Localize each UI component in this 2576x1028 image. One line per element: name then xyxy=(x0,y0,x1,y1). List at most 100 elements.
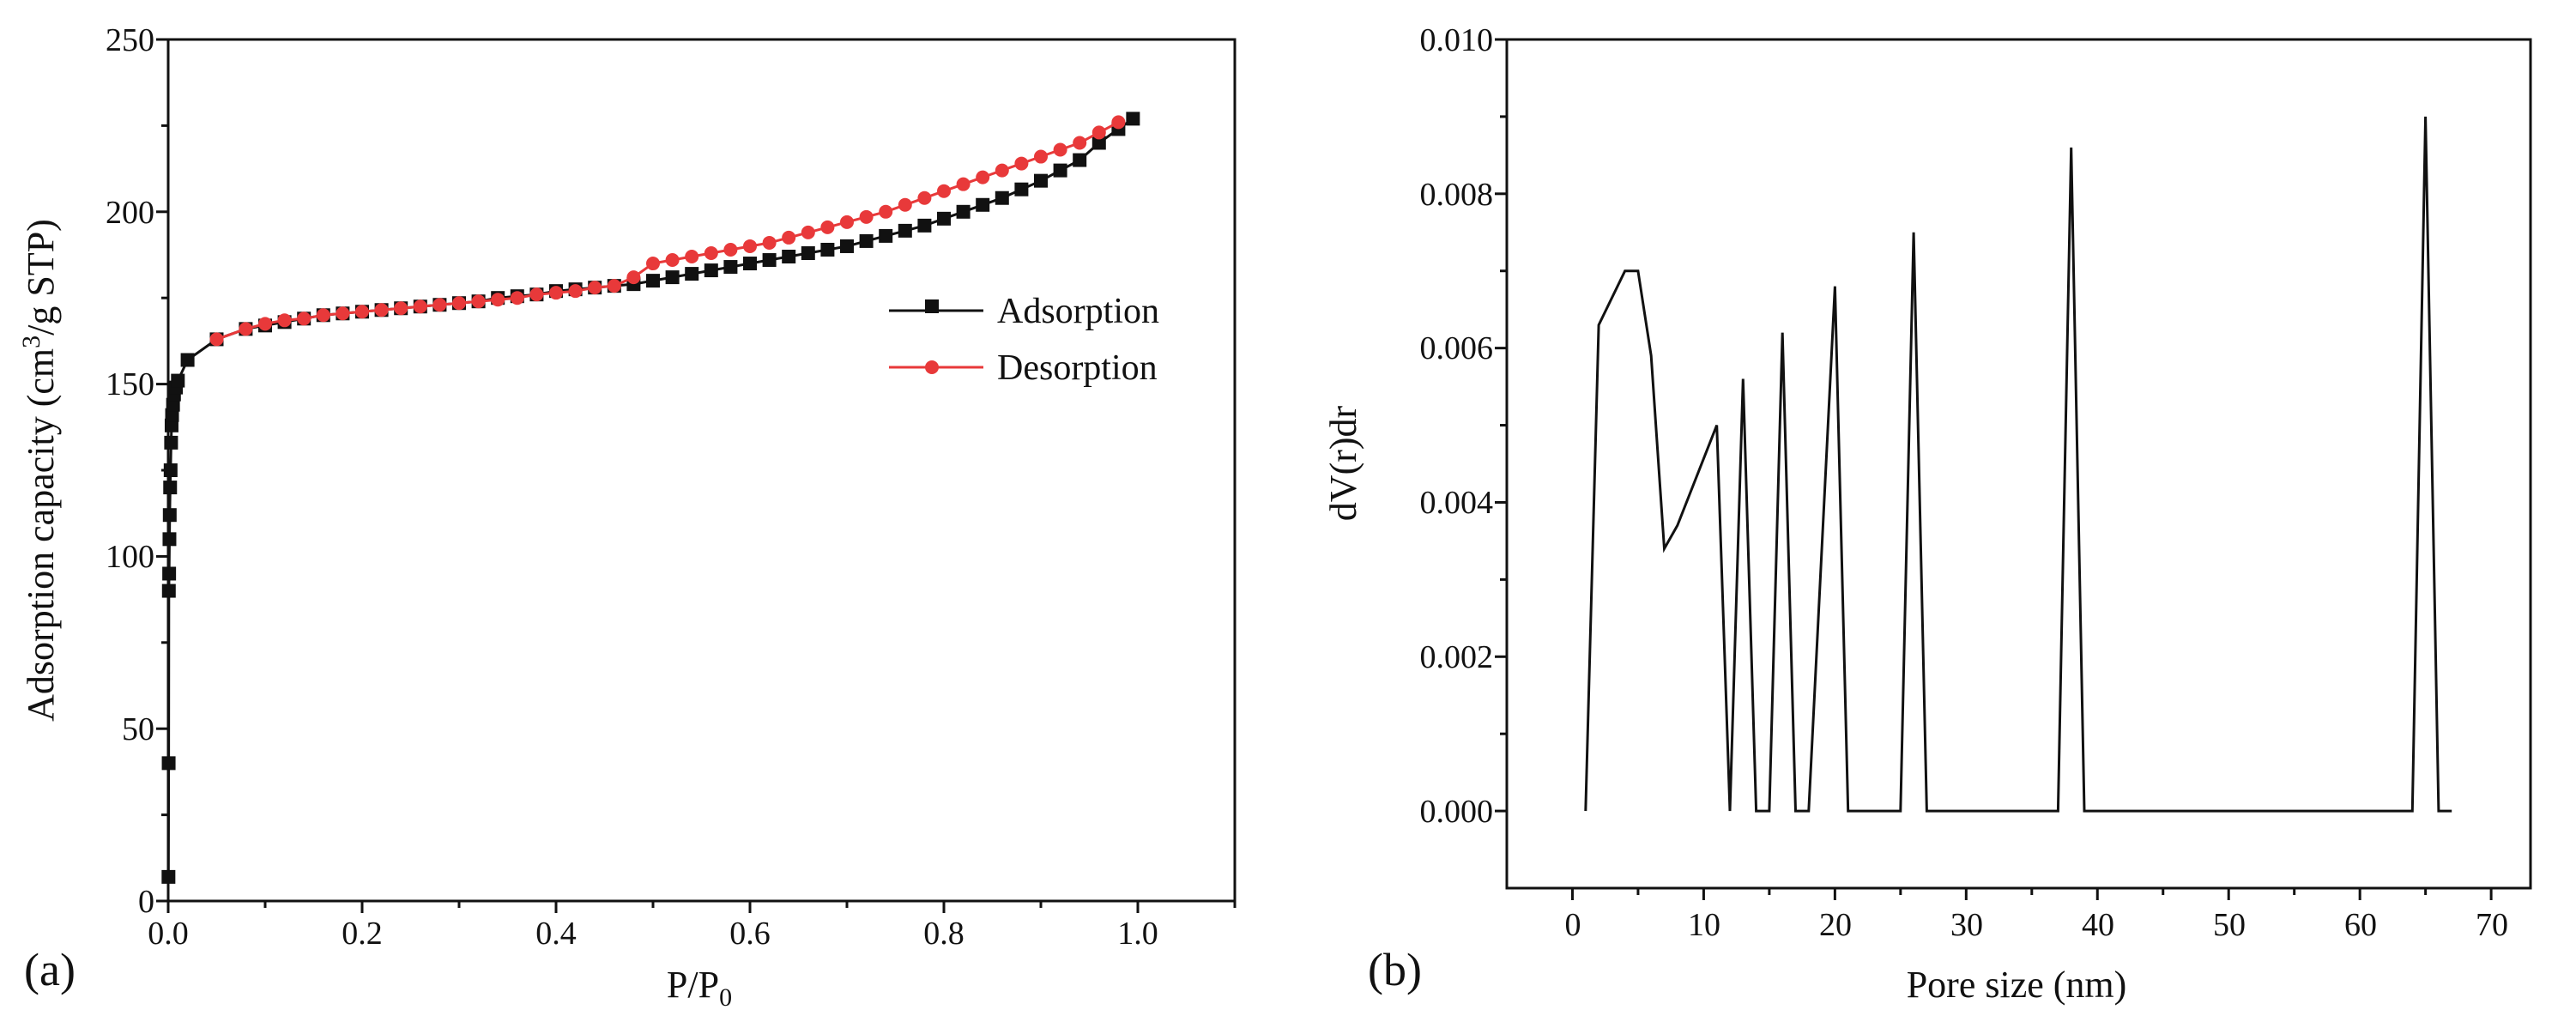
adsorption-point xyxy=(163,481,178,495)
panel-b-x-tick-label: 60 xyxy=(2344,907,2377,943)
desorption-point xyxy=(1014,156,1029,171)
adsorption-point xyxy=(665,270,680,285)
desorption-point xyxy=(336,306,350,321)
adsorption-point xyxy=(917,218,932,233)
panel-a-y-tick-label: 150 xyxy=(106,366,154,402)
panel-a-x-tick-label: 0.6 xyxy=(729,916,771,952)
desorption-point xyxy=(568,284,583,299)
panel-b-x-tick-label: 10 xyxy=(1688,907,1720,943)
adsorption-point xyxy=(164,418,178,432)
panel-b-x-tick-label: 70 xyxy=(2476,907,2508,943)
desorption-point xyxy=(316,308,330,323)
desorption-point xyxy=(937,184,951,198)
desorption-point xyxy=(471,294,486,309)
adsorption-point xyxy=(161,584,176,598)
desorption-point xyxy=(394,301,408,316)
adsorption-point xyxy=(801,245,815,260)
adsorption-point xyxy=(163,463,178,477)
panel-b-x-tick-label: 30 xyxy=(1950,907,1983,943)
panel-b-tick-marks xyxy=(1495,38,2493,900)
desorption-point xyxy=(297,311,311,326)
adsorption-point xyxy=(162,508,177,523)
desorption-point xyxy=(491,293,505,307)
adsorption-point xyxy=(166,397,180,412)
panel-a-label: (a) xyxy=(24,944,76,995)
desorption-point xyxy=(956,177,971,191)
panel-a-adsorption-isotherm: (a) P/P0 Adsorption capacity (cm3/g STP)… xyxy=(17,22,1237,1012)
panel-a-tick-marks xyxy=(156,38,1237,913)
panel-a-x-tick-label: 0.0 xyxy=(148,916,189,952)
desorption-point xyxy=(646,257,660,271)
desorption-point xyxy=(510,291,524,305)
desorption-point xyxy=(626,270,641,285)
adsorption-point xyxy=(859,233,874,248)
panel-b-label: (b) xyxy=(1368,944,1422,995)
panel-a-x-tick-label: 0.2 xyxy=(342,916,383,952)
panel-a-legend: Adsorption Desorption xyxy=(889,292,1159,388)
panel-a-x-tick-label: 0.8 xyxy=(923,916,964,952)
desorption-point xyxy=(917,190,932,205)
panel-b-plot-frame xyxy=(1505,38,2532,890)
desorption-point xyxy=(452,296,466,311)
desorption-line xyxy=(215,121,1120,341)
adsorption-point xyxy=(937,211,951,226)
panel-b-x-tick-label: 40 xyxy=(2082,907,2114,943)
desorption-point xyxy=(588,281,602,295)
desorption-point xyxy=(1073,136,1087,150)
desorption-point xyxy=(239,322,253,336)
panel-a-plot-frame xyxy=(166,38,1237,903)
legend-adsorption-label: Adsorption xyxy=(997,292,1159,331)
panel-b-y-tick-label: 0.002 xyxy=(1420,639,1494,675)
adsorption-point xyxy=(879,228,893,243)
desorption-point xyxy=(1111,115,1126,130)
desorption-point xyxy=(762,235,777,250)
panel-a-y-tick-labels: 0 50 100 150 200 250 xyxy=(106,22,154,920)
panel-b-pore-size-distribution: (b) Pore size (nm) dV(r)dr 0 10 20 30 40… xyxy=(1322,22,2532,1006)
panel-b-x-axis-title: Pore size (nm) xyxy=(1907,964,2127,1006)
adsorption-point xyxy=(180,353,195,367)
panel-a-x-axis-title: P/P0 xyxy=(667,964,732,1012)
desorption-point xyxy=(801,225,815,239)
desorption-point xyxy=(704,245,718,260)
panel-b-x-tick-label: 0 xyxy=(1565,907,1581,943)
desorption-point xyxy=(355,305,369,319)
desorption-point xyxy=(898,197,912,212)
adsorption-point xyxy=(898,223,912,238)
adsorption-point xyxy=(995,190,1009,205)
adsorption-point xyxy=(704,263,718,278)
panel-a-y-tick-label: 250 xyxy=(106,22,154,58)
panel-a-x-tick-label: 1.0 xyxy=(1117,916,1158,952)
panel-a-y-tick-label: 100 xyxy=(106,539,154,575)
desorption-point xyxy=(413,299,427,314)
adsorption-point xyxy=(685,267,699,281)
panel-a-y-title-superscript: 3 xyxy=(17,336,45,348)
adsorption-point xyxy=(762,253,777,268)
panel-b-x-tick-label: 20 xyxy=(1819,907,1852,943)
adsorption-point xyxy=(956,204,971,219)
desorption-point xyxy=(607,279,621,293)
desorption-point xyxy=(743,239,757,253)
desorption-point xyxy=(209,332,224,347)
adsorption-point xyxy=(723,260,738,275)
panel-b-x-tick-labels: 0 10 20 30 40 50 60 70 xyxy=(1565,907,2509,943)
panel-b-y-tick-label: 0.004 xyxy=(1420,485,1494,521)
desorption-point xyxy=(859,209,874,224)
adsorption-point xyxy=(646,274,660,288)
panel-a-y-title-main: Adsorption capacity (cm xyxy=(20,348,62,722)
pore-distribution-line xyxy=(1584,116,2452,813)
series-adsorption xyxy=(161,112,1140,884)
adsorption-point xyxy=(1091,136,1106,150)
adsorption-point xyxy=(976,197,990,212)
adsorption-point xyxy=(164,435,178,450)
adsorption-point xyxy=(162,532,177,547)
panel-a-x-tick-labels: 0.0 0.2 0.4 0.6 0.8 1.0 xyxy=(148,916,1158,952)
adsorption-point xyxy=(743,257,757,271)
panel-a-x-title-main: P/P xyxy=(667,964,719,1006)
desorption-point xyxy=(1053,142,1067,157)
panel-a-x-title-subscript: 0 xyxy=(719,983,732,1012)
desorption-point xyxy=(665,253,680,268)
desorption-point xyxy=(432,298,447,312)
series-pore-distribution xyxy=(1584,116,2452,813)
panel-b-series xyxy=(1584,116,2452,813)
